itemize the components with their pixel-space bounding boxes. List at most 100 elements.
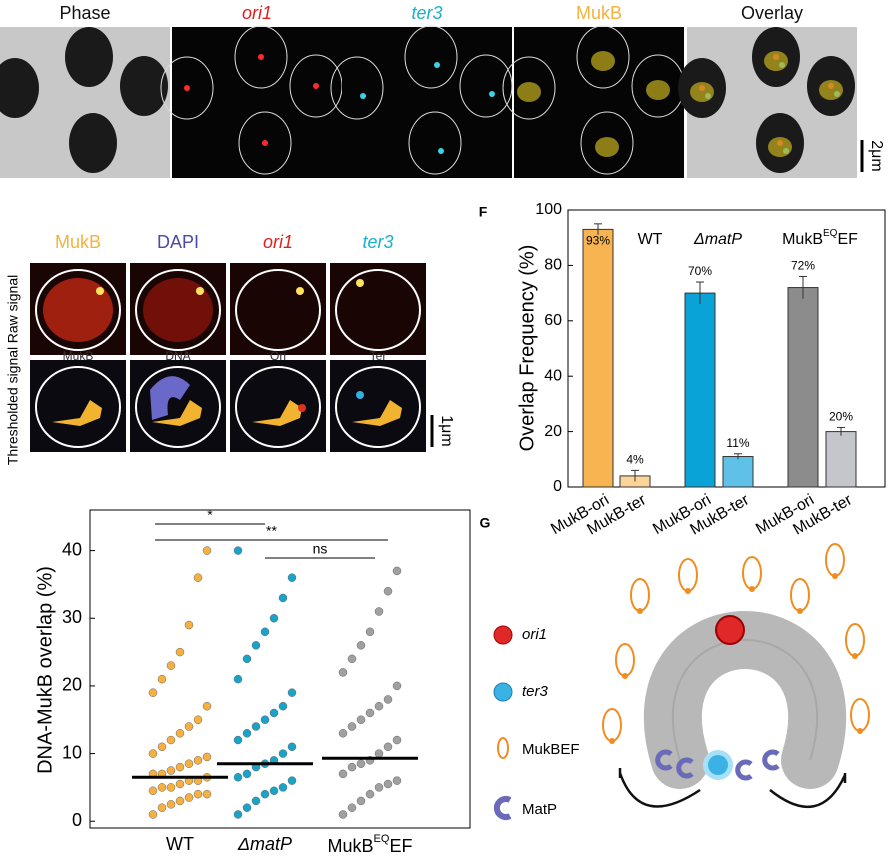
faint-label: Ter — [370, 349, 387, 363]
panel-label: ter3 — [411, 3, 442, 23]
panel-label: MukB — [576, 3, 622, 23]
data-point — [338, 769, 348, 779]
matp — [655, 749, 673, 771]
mukbef — [850, 698, 870, 732]
spot — [184, 85, 190, 91]
data-point — [202, 789, 212, 799]
y-tick-label: 40 — [544, 367, 562, 384]
data-point — [175, 796, 185, 806]
group-label: MukBEQEF — [782, 228, 858, 249]
spot — [819, 80, 843, 100]
matp — [676, 757, 694, 779]
cell-outline — [404, 25, 458, 89]
y-tick-label: 0 — [553, 478, 562, 495]
data-point — [175, 729, 185, 738]
data-point — [383, 742, 393, 752]
micrograph — [514, 27, 684, 178]
x-tick-label: WT — [166, 834, 194, 854]
scale-label: 2μm — [868, 140, 885, 171]
data-point — [242, 769, 252, 779]
spot — [360, 93, 366, 99]
mukbef — [825, 543, 845, 577]
data-point — [392, 681, 402, 691]
data-point — [374, 701, 384, 711]
cell-outline — [502, 56, 556, 120]
value-label: 72% — [791, 259, 815, 273]
spot — [517, 82, 541, 102]
data-point — [251, 722, 261, 731]
spot — [196, 287, 204, 295]
value-label: 4% — [626, 453, 644, 467]
group-label: ΔmatP — [693, 231, 742, 248]
y-axis-label: Overlap Frequency (%) — [516, 245, 538, 452]
spot — [356, 391, 364, 399]
y-axis-label: DNA-MukB overlap (%) — [34, 566, 56, 774]
micrograph — [342, 27, 512, 178]
matp — [762, 749, 780, 771]
cell-outline — [459, 54, 513, 118]
data-point — [365, 627, 375, 637]
y-tick-label: 100 — [535, 201, 562, 218]
panel-letter: G — [480, 515, 491, 531]
label-part: EQ — [823, 228, 838, 239]
x-tick-label: MukBEQEF — [328, 833, 413, 856]
data-point — [166, 766, 176, 775]
data-point — [175, 762, 185, 772]
data-point — [233, 735, 243, 745]
data-point — [193, 756, 203, 765]
data-point — [184, 722, 194, 731]
bar — [582, 228, 614, 488]
spot — [595, 137, 619, 157]
data-point — [193, 715, 203, 724]
threshold — [352, 400, 402, 426]
data-point — [242, 654, 252, 664]
data-point — [166, 783, 176, 792]
cell-outline — [580, 111, 634, 175]
data-point — [269, 614, 279, 623]
legend-label: MatP — [522, 801, 557, 818]
significance-label: * — [207, 507, 213, 523]
cell-outline — [238, 111, 292, 175]
data-point — [184, 759, 194, 768]
data-point — [193, 573, 203, 582]
mukbef-head — [797, 608, 803, 614]
data-point — [175, 779, 185, 789]
data-point — [242, 729, 252, 738]
micrograph — [230, 360, 326, 452]
panel-label: ori1 — [263, 232, 293, 252]
mukbef — [678, 558, 698, 592]
bar — [825, 431, 857, 488]
panel-letter: F — [479, 204, 488, 220]
x-tick-label: ΔmatP — [237, 834, 292, 854]
threshold — [152, 400, 202, 426]
mukbef-head — [852, 653, 858, 659]
y-tick-label: 20 — [544, 423, 562, 440]
data-point — [148, 810, 158, 819]
mukbef — [615, 643, 635, 677]
threshold — [150, 376, 190, 420]
spot — [438, 148, 444, 154]
data-point — [260, 789, 270, 799]
mukbef-head — [637, 608, 643, 614]
bar — [787, 287, 819, 488]
spot — [258, 54, 264, 60]
data-point — [278, 701, 288, 711]
y-tick-label: 10 — [62, 742, 82, 762]
data-point — [233, 810, 243, 819]
data-point — [233, 546, 243, 555]
spot — [646, 80, 670, 100]
data-point — [157, 783, 167, 792]
bar — [684, 292, 716, 488]
data-point — [347, 722, 357, 731]
cell — [120, 56, 168, 116]
signal — [43, 278, 113, 342]
data-point — [175, 647, 185, 657]
chromosome — [644, 611, 846, 789]
label-part: MukB — [782, 231, 823, 248]
micrograph — [130, 360, 226, 452]
data-point — [287, 776, 297, 785]
panel-label: Overlay — [741, 3, 803, 23]
value-label: 70% — [688, 264, 712, 278]
spot — [591, 51, 615, 71]
